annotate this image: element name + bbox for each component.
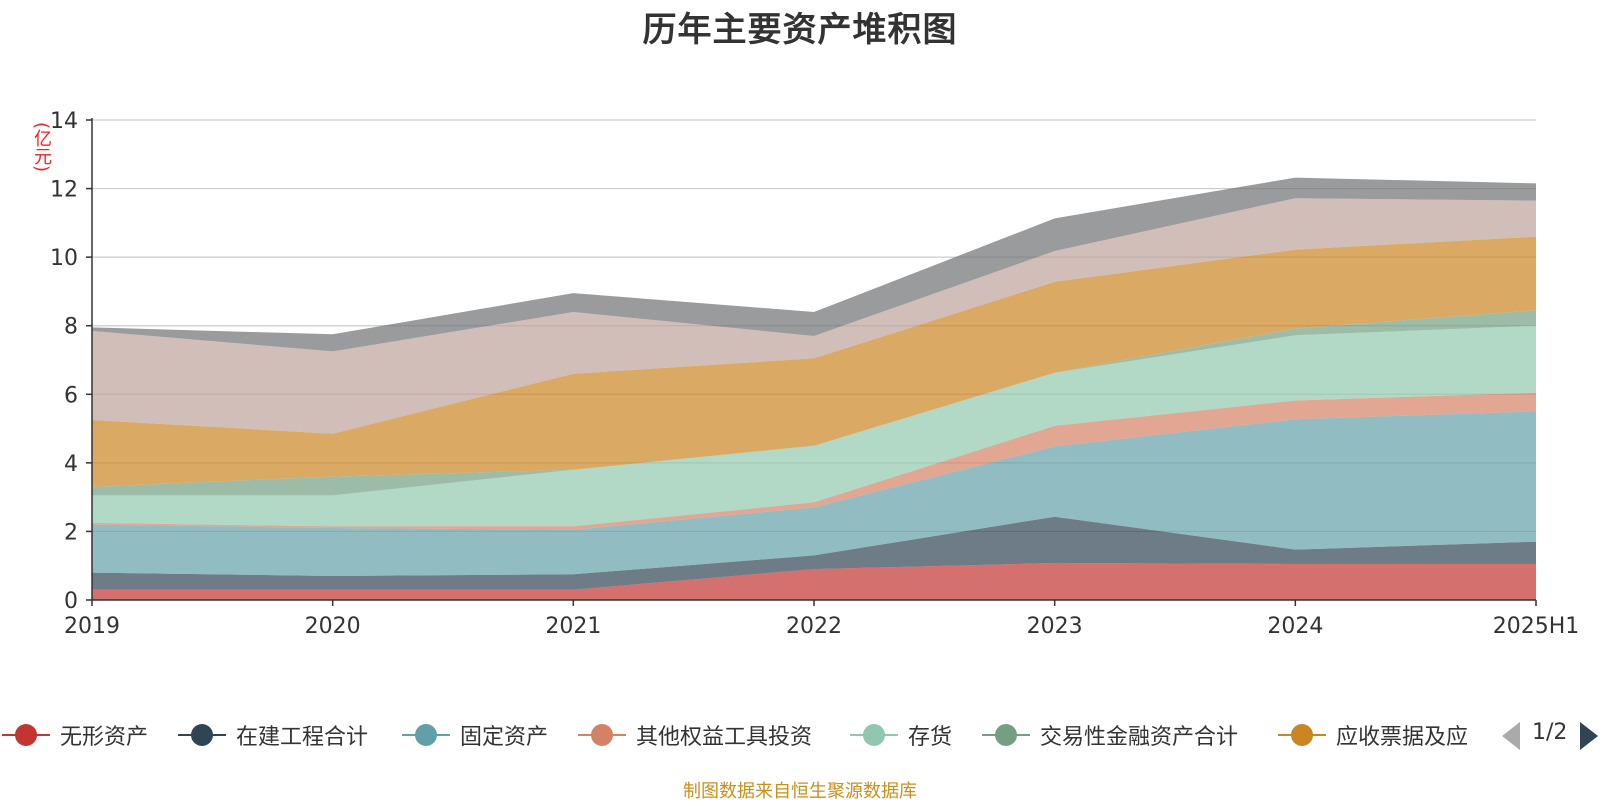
legend-circle-icon <box>995 724 1017 746</box>
area-series <box>92 236 1536 487</box>
area-series <box>92 392 1536 530</box>
y-tick-label: 4 <box>64 452 78 477</box>
area-series <box>92 310 1536 496</box>
y-tick-label: 0 <box>64 589 78 614</box>
y-tick-label: 6 <box>64 383 78 408</box>
legend-marker-icon <box>980 718 1032 752</box>
legend-label: 无形资产 <box>60 725 149 750</box>
y-tick-label: 12 <box>50 178 78 203</box>
x-tick-label: 2020 <box>305 614 361 639</box>
legend-label: 固定资产 <box>460 725 549 750</box>
data-source-note: 制图数据来自恒生聚源数据库 <box>683 781 917 802</box>
legend-label: 在建工程合计 <box>236 725 369 750</box>
legend-marker-icon <box>576 718 628 752</box>
legend-label: 其他权益工具投资 <box>636 725 813 750</box>
legend-label: 交易性金融资产合计 <box>1040 725 1239 750</box>
y-tick-label: 14 <box>50 109 78 134</box>
chart-title: 历年主要资产堆积图 <box>642 10 958 50</box>
legend-item[interactable]: 无形资产 <box>0 718 148 752</box>
legend-item[interactable]: 存货 <box>848 718 952 752</box>
legend-item[interactable]: 交易性金融资产合计 <box>980 718 1238 752</box>
legend-prev-page-icon[interactable] <box>1502 722 1520 750</box>
legend-circle-icon <box>863 724 885 746</box>
legend-circle-icon <box>191 724 213 746</box>
area-series <box>92 198 1536 434</box>
chart-legend: 无形资产 在建工程合计 固定资产 其他权益工具投资 存货 交易性金融资产合计 应收票据及应 <box>0 718 1600 752</box>
legend-item[interactable]: 其他权益工具投资 <box>576 718 812 752</box>
y-axis-unit-label: (亿元) <box>31 122 52 173</box>
legend-label: 应收票据及应 <box>1336 725 1469 750</box>
area-series <box>92 177 1536 352</box>
legend-page-indicator: 1/2 <box>1532 720 1568 745</box>
legend-marker-icon <box>0 718 52 752</box>
legend-circle-icon <box>591 724 613 746</box>
legend-pager: 1/2 <box>1498 718 1600 752</box>
x-tick-label: 2024 <box>1267 614 1323 639</box>
stacked-area-chart: 0 2 4 6 8 10 12 14 2019 2020 2021 2022 2023 2024 2025H… <box>50 109 1580 639</box>
legend-item[interactable]: 固定资产 <box>400 718 548 752</box>
legend-marker-icon <box>400 718 452 752</box>
area-series <box>92 411 1536 576</box>
legend-circle-icon <box>1291 724 1313 746</box>
legend-item[interactable]: 在建工程合计 <box>176 718 368 752</box>
x-tick-label: 2022 <box>786 614 842 639</box>
x-tick-label: 2025H1 <box>1493 614 1580 639</box>
legend-marker-icon <box>176 718 228 752</box>
y-tick-label: 8 <box>64 315 78 340</box>
y-tick-label: 2 <box>64 520 78 545</box>
y-tick-label: 10 <box>50 246 78 271</box>
area-series <box>92 325 1536 527</box>
x-tick-label: 2019 <box>64 614 120 639</box>
area-series <box>92 563 1536 600</box>
legend-marker-icon <box>848 718 900 752</box>
legend-label: 存货 <box>908 725 953 750</box>
legend-marker-icon <box>1276 718 1328 752</box>
legend-next-page-icon[interactable] <box>1580 722 1598 750</box>
x-tick-label: 2021 <box>545 614 601 639</box>
x-tick-label: 2023 <box>1027 614 1083 639</box>
area-series <box>92 516 1536 590</box>
legend-circle-icon <box>415 724 437 746</box>
legend-item[interactable]: 应收票据及应 <box>1276 718 1468 752</box>
legend-circle-icon <box>15 724 37 746</box>
